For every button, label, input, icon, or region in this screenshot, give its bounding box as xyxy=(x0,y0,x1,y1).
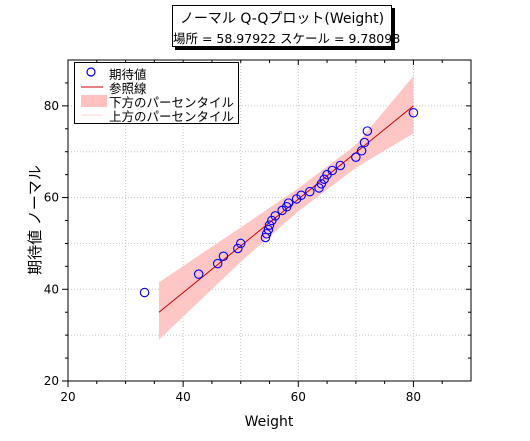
data-point xyxy=(263,224,274,235)
chart-title-box: ノーマル Q-Qプロット(Weight) 場所 = 58.97922 スケール … xyxy=(172,5,401,47)
band-fill-icon xyxy=(81,95,107,107)
y-tick-label: 80 xyxy=(44,99,59,113)
x-tick-label: 80 xyxy=(406,390,421,404)
data-point xyxy=(270,211,281,221)
data-point xyxy=(305,186,315,197)
x-tick-label: 20 xyxy=(60,390,75,404)
legend-label-expected: 期待値 xyxy=(109,67,147,82)
data-point xyxy=(139,287,150,298)
axis-ticks: 20 40 60 80 20 40 60 80 xyxy=(44,60,471,404)
legend-item-reference: 参照線 xyxy=(75,79,238,96)
chart-subtitle: 場所 = 58.97922 スケール = 9.78098 xyxy=(173,31,401,46)
data-point xyxy=(327,165,338,176)
data-point xyxy=(264,220,275,230)
band-edge-icon xyxy=(81,114,103,116)
legend-item-lower: 下方のパーセンタイル xyxy=(75,93,238,110)
grid-lines xyxy=(68,60,471,381)
data-point xyxy=(283,198,294,208)
legend-label-lower: 下方のパーセンタイル xyxy=(109,95,235,110)
circle-marker-icon xyxy=(86,67,96,77)
x-tick-label: 60 xyxy=(291,390,306,404)
data-point xyxy=(359,137,370,148)
data-point xyxy=(233,243,243,254)
data-point xyxy=(319,174,329,184)
legend-label-reference: 参照線 xyxy=(109,81,147,96)
data-point xyxy=(408,107,419,118)
y-tick-label: 60 xyxy=(44,191,59,205)
data-point xyxy=(296,190,306,201)
legend-item-upper: 上方のパーセンタイル xyxy=(75,107,238,124)
data-point xyxy=(335,160,346,171)
data-points-layer xyxy=(139,107,419,298)
data-point xyxy=(356,146,367,156)
percentile-band xyxy=(158,76,414,340)
data-point xyxy=(261,229,272,239)
line-icon xyxy=(81,86,103,88)
legend: 期待値 参照線 下方のパーセンタイル 上方のパーセンタイル xyxy=(74,62,239,124)
y-tick-label: 20 xyxy=(44,374,59,388)
data-point xyxy=(362,126,373,136)
x-axis-label: Weight xyxy=(245,414,294,430)
data-point xyxy=(193,269,204,279)
data-point xyxy=(316,179,327,189)
data-point xyxy=(351,152,361,162)
y-axis-label: 期待値 ノーマル xyxy=(26,165,44,275)
x-tick-label: 40 xyxy=(176,390,191,404)
data-point xyxy=(212,258,223,269)
y-tick-label: 40 xyxy=(44,282,59,296)
data-point xyxy=(235,238,246,249)
confidence-band-layer xyxy=(158,76,414,340)
data-point xyxy=(218,251,229,262)
legend-label-upper: 上方のパーセンタイル xyxy=(109,109,235,124)
chart-title: ノーマル Q-Qプロット(Weight) xyxy=(179,11,385,27)
legend-item-expected: 期待値 xyxy=(75,65,238,82)
